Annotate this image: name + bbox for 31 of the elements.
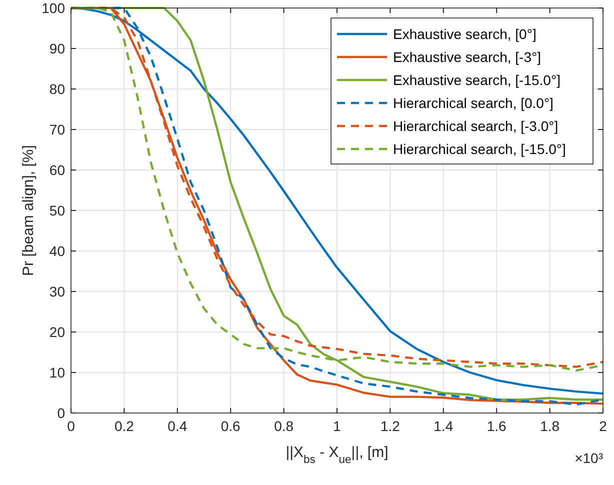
legend-label: Hierarchical search, [-15.0°] — [393, 141, 566, 157]
text: ×10³ — [574, 450, 604, 466]
x-axis-title: ||X$_{bs}$ - X$_{ue}$||, [m] — [286, 444, 388, 466]
y-tick-label: 100 — [42, 0, 66, 16]
x-tick-label: 0 — [67, 418, 76, 434]
legend-label: Exhaustive search, [-3°] — [393, 49, 541, 65]
y-tick-label: 10 — [49, 364, 66, 380]
y-tick-label: 70 — [49, 122, 66, 138]
x-tick-label: 1.6 — [486, 418, 507, 434]
y-tick-label: 0 — [57, 405, 66, 421]
y-tick-label: 80 — [49, 81, 66, 97]
y-tick-label: 30 — [49, 284, 66, 300]
x-tick-label: 0.6 — [220, 418, 241, 434]
y-tick-label: 50 — [49, 202, 66, 218]
x-tick-label: 0.8 — [274, 418, 294, 434]
x-tick-label: 0.2 — [114, 418, 134, 434]
x-tick-label: 1.4 — [434, 418, 454, 434]
x-tick-label: 1.8 — [540, 418, 560, 434]
y-axis-title: Pr [beam align], [%] — [20, 145, 37, 276]
x-tick-label: 0.4 — [168, 418, 188, 434]
y-tick-label: 40 — [49, 243, 66, 259]
y-tick-label: 90 — [49, 40, 66, 56]
legend-label: Hierarchical search, [0.0°] — [393, 95, 554, 111]
legend-label: Exhaustive search, [0°] — [393, 26, 536, 42]
x-tick-label: 1 — [333, 418, 342, 434]
y-tick-label: 60 — [49, 162, 66, 178]
y-tick-label: 20 — [49, 324, 66, 340]
legend-label: Exhaustive search, [-15.0°] — [393, 72, 560, 88]
legend-label: Hierarchical search, [-3.0°] — [393, 118, 558, 134]
x-tick-label: 2 — [599, 418, 608, 434]
x-tick-label: 1.2 — [380, 418, 400, 434]
